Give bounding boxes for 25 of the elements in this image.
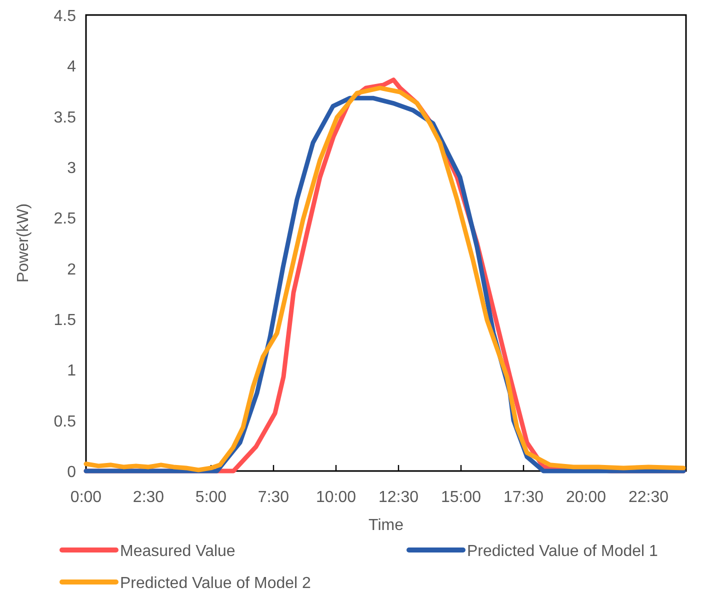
x-tick-label: 20:00 [566, 489, 606, 506]
y-tick-label: 0.5 [54, 413, 76, 430]
y-tick-label: 3.5 [54, 109, 76, 126]
legend-label: Measured Value [120, 543, 236, 560]
x-tick-label: 10:00 [316, 489, 356, 506]
x-tick-label: 2:30 [132, 489, 164, 506]
x-tick-label: 0:00 [70, 489, 102, 506]
y-tick-label: 2 [67, 261, 76, 278]
y-tick-label: 4.5 [54, 8, 76, 25]
x-tick-label: 7:30 [258, 489, 290, 506]
x-tick-label: 17:30 [503, 489, 544, 506]
x-axis-title: Time [368, 517, 404, 534]
y-axis-title: Power(kW) [15, 203, 32, 283]
y-tick-label: 1.5 [54, 312, 76, 329]
y-tick-label: 2.5 [54, 210, 76, 228]
y-tick-label: 4 [67, 58, 76, 76]
x-tick-label: 22:30 [628, 489, 669, 506]
x-tick-label: 15:00 [440, 489, 482, 506]
legend-label: Predicted Value of Model 2 [120, 575, 312, 592]
y-tick-label: 3 [67, 160, 76, 177]
y-tick-label: 0 [67, 464, 76, 481]
x-tick-label: 12:30 [378, 489, 419, 506]
x-tick-label: 5:00 [195, 489, 227, 506]
y-tick-label: 1 [67, 362, 76, 380]
legend-label: Predicted Value of Model 1 [467, 543, 658, 560]
